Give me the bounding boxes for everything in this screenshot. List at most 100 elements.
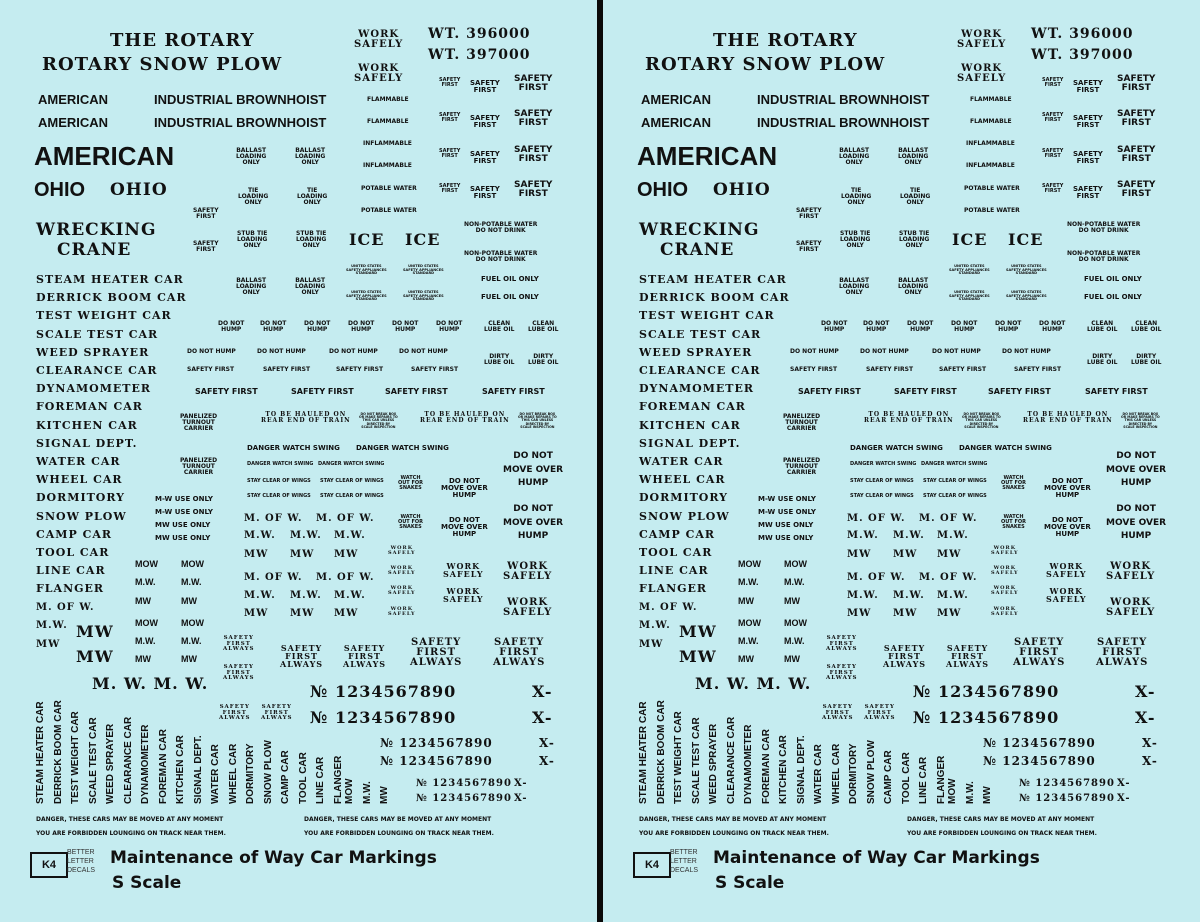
- do-not-hump-label: DO NOT HUMP: [951, 320, 978, 333]
- x-dash-label: X-: [532, 708, 553, 727]
- car-name-label: STEAM HEATER CAR: [36, 273, 184, 286]
- mw-big-label: MW: [679, 647, 717, 666]
- panelized-label: PANELIZED TURNOUT CARRIER: [180, 457, 218, 476]
- car-name-label: WEED SPRAYER: [36, 345, 150, 359]
- do-not-break-label: DO NOT BREAK BOX OR MAKE REPAIRS TO THIS…: [518, 412, 557, 429]
- safety-first-label: SAFETY FIRST: [1073, 150, 1103, 165]
- tie-loading-label: TIE LOADING ONLY: [238, 187, 269, 206]
- industrial-brownhoist-label: INDUSTRIAL BROWNHOIST: [757, 92, 930, 107]
- potable-water-label: POTABLE WATER: [361, 207, 417, 214]
- do-not-hump-label: DO NOT HUMP: [907, 320, 934, 333]
- work-safely-label: WORK SAFELY: [991, 606, 1019, 617]
- do-not-move-hump-label: DO NOT MOVE OVER HUMP: [441, 477, 488, 499]
- ballast-loading-label: BALLAST LOADING ONLY: [898, 277, 929, 296]
- work-safely-label: WORK SAFELY: [354, 29, 404, 50]
- car-name-label: KITCHEN CAR: [36, 418, 138, 432]
- car-name-label: DORMITORY: [36, 491, 126, 505]
- vertical-mw-label: M.W.: [964, 781, 976, 804]
- vertical-car-name: SNOW PLOW: [865, 740, 877, 804]
- car-name-label: DYNAMOMETER: [36, 382, 152, 396]
- mw-dot-label: M.W.: [639, 620, 671, 631]
- stay-clear-label: STAY CLEAR OF WINGS: [247, 478, 311, 484]
- vertical-car-name: STEAM HEATER CAR: [638, 701, 649, 804]
- number-label: № 1234567890: [416, 778, 512, 789]
- do-not-hump-label: DO NOT HUMP: [348, 320, 375, 333]
- vertical-car-name: FLANGER: [935, 755, 947, 804]
- x-dash-label: X-: [1142, 754, 1158, 768]
- number-label: № 1234567890: [416, 793, 512, 804]
- car-name-label: WATER CAR: [36, 455, 121, 468]
- mow-label: MOW: [181, 618, 204, 628]
- vertical-car-name: LINE CAR: [315, 756, 326, 804]
- x-dash-label: X-: [1117, 793, 1131, 804]
- sheet-divider: [597, 0, 603, 922]
- american-large-label: AMERICAN: [637, 141, 778, 171]
- do-not-hump-label: DO NOT HUMP: [821, 320, 848, 333]
- mw-use-only-label: MW USE ONLY: [155, 521, 211, 529]
- safety-first-label: SAFETY FIRST: [790, 366, 838, 373]
- american-label: AMERICAN: [38, 115, 109, 130]
- work-safely-label: WORK SAFELY: [1046, 561, 1087, 579]
- danger-swing-label: DANGER WATCH SWING: [247, 461, 314, 467]
- forbidden-label: YOU ARE FORBIDDEN LOUNGING ON TRACK NEAR…: [639, 830, 829, 837]
- vertical-car-name: SCALE TEST CAR: [690, 717, 702, 804]
- hauled-label: TO BE HAULED ON REAR END OF TRAIN: [1023, 411, 1113, 424]
- flammable-label: FLAMMABLE: [970, 96, 1012, 103]
- work-safely-label: WORK SAFELY: [388, 565, 416, 576]
- american-label: AMERICAN: [641, 92, 712, 107]
- mow-label: M.W.: [135, 636, 156, 646]
- do-not-hump-label: DO NOT HUMP: [863, 320, 890, 333]
- caption-scale: S Scale: [112, 873, 182, 893]
- stay-clear-label: STAY CLEAR OF WINGS: [320, 493, 384, 499]
- vertical-car-name: KITCHEN CAR: [778, 735, 789, 804]
- safety-first-always-label: SAFETY FIRST ALWAYS: [883, 643, 927, 669]
- safety-first-label: SAFETY FIRST: [193, 207, 219, 220]
- mow-label: M.W.: [181, 577, 202, 587]
- car-name-label: TEST WEIGHT CAR: [36, 309, 172, 323]
- stay-clear-label: STAY CLEAR OF WINGS: [247, 493, 311, 499]
- safety-first-large: SAFETY FIRST: [514, 109, 553, 128]
- ohio-serif-label: OHIO: [110, 180, 168, 200]
- caption-scale: S Scale: [715, 873, 785, 893]
- non-potable-label: NON-POTABLE WATER DO NOT DRINK: [1067, 250, 1141, 263]
- danger-cars-label: DANGER, THESE CARS MAY BE MOVED AT ANY M…: [639, 816, 827, 823]
- m-of-w-label: M. OF W.: [316, 572, 375, 583]
- vertical-car-name: WATER CAR: [210, 744, 221, 804]
- vertical-car-name: CAMP CAR: [883, 750, 894, 804]
- mow-label: MOW: [135, 618, 158, 628]
- vertical-car-name: DYNAMOMETER: [743, 724, 754, 804]
- title-rotary: THE ROTARY: [713, 30, 858, 51]
- stay-clear-label: STAY CLEAR OF WINGS: [923, 493, 987, 499]
- inflammable-label: INFLAMMABLE: [363, 140, 412, 147]
- mw-use-only-label: M-W USE ONLY: [758, 495, 816, 503]
- vertical-car-name: WHEEL CAR: [830, 743, 842, 804]
- mw-label: M.W.: [893, 530, 925, 541]
- m-of-w-label: M. OF W.: [847, 513, 906, 524]
- do-not-move-hump-label: DO NOT MOVE OVER HUMP: [503, 451, 564, 488]
- safety-first-label: SAFETY FIRST: [336, 366, 384, 373]
- car-name-label: SNOW PLOW: [639, 509, 730, 523]
- x-dash-label: X-: [539, 754, 555, 768]
- number-label: № 1234567890: [983, 754, 1096, 768]
- logo-text: BETTER LETTER DECALS: [67, 849, 96, 875]
- danger-swing-label: DANGER WATCH SWING: [356, 444, 449, 452]
- usa-standard-label: UNITED STATES SAFETY APPLIANCES STANDARD: [403, 290, 444, 301]
- danger-cars-label: DANGER, THESE CARS MAY BE MOVED AT ANY M…: [304, 816, 492, 823]
- fuel-oil-label: FUEL OIL ONLY: [1084, 293, 1142, 301]
- safety-first-label: SAFETY FIRST: [796, 240, 822, 253]
- m-of-w-label: M. OF W.: [919, 572, 978, 583]
- mw-label: MW: [847, 549, 872, 560]
- number-label: № 1234567890: [913, 682, 1060, 701]
- vertical-car-name: WHEEL CAR: [227, 743, 239, 804]
- vertical-car-name: CAMP CAR: [280, 750, 291, 804]
- vertical-car-name: DERRICK BOOM CAR: [655, 700, 667, 804]
- safety-first-always-label: SAFETY FIRST ALWAYS: [223, 635, 255, 652]
- mow-label: MW: [135, 654, 151, 664]
- weight-label: WT. 396000: [428, 26, 531, 42]
- m-of-w-label: M. OF W.: [847, 572, 906, 583]
- number-label: № 1234567890: [983, 736, 1096, 750]
- m-of-w-label: M. OF W.: [919, 513, 978, 524]
- clean-lube-label: CLEAN LUBE OIL: [1131, 320, 1162, 333]
- decal-sheet-right: THE ROTARY ROTARY SNOW PLOW AMERICAN INDUST…: [603, 0, 1200, 922]
- vertical-car-name: TEST WEIGHT CAR: [70, 711, 81, 804]
